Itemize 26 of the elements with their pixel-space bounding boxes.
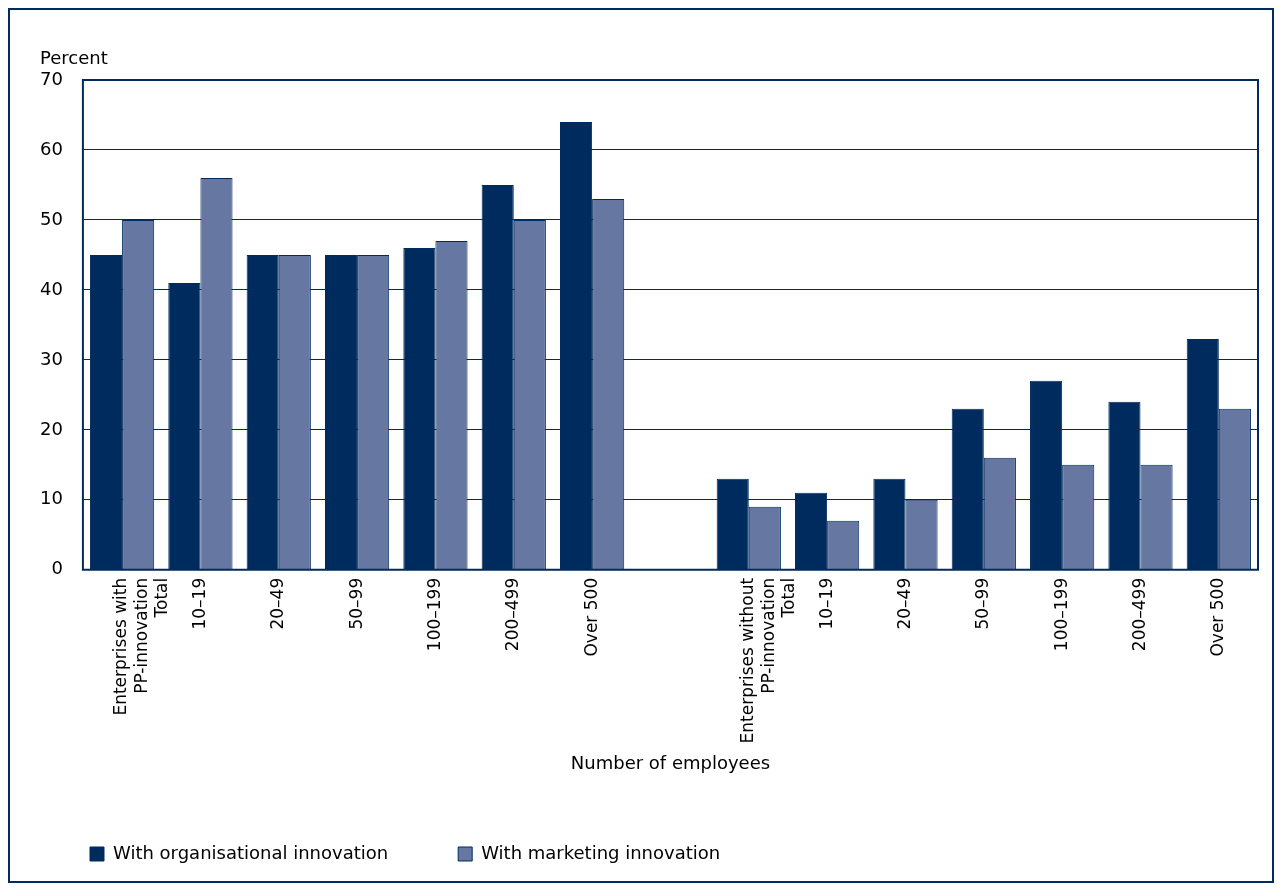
x-tick-label: 200–499: [502, 577, 523, 652]
x-tick-label: 50–99: [345, 577, 366, 630]
x-tick-label: 200–499: [1128, 577, 1149, 652]
x-tick-label: 50–99: [972, 577, 993, 630]
legend-label: With organisational innovation: [113, 841, 389, 863]
x-tick-label: 100–199: [423, 577, 444, 652]
x-tick-label: 20–49: [893, 577, 914, 630]
y-tick-label: 10: [40, 487, 63, 509]
x-axis-title: Number of employees: [570, 751, 771, 773]
y-axis-title: Percent: [40, 46, 108, 68]
y-tick-label: 20: [40, 417, 63, 439]
x-tick-label: 20–49: [267, 577, 288, 630]
x-tick-label: 100–199: [1050, 577, 1071, 652]
y-tick-label: 70: [40, 67, 63, 89]
x-tick-label: 10–19: [815, 577, 836, 630]
x-tick-label: Enterprises without PP-innovation Total: [737, 577, 799, 744]
y-tick-label: 40: [40, 277, 63, 299]
y-tick-label: 30: [40, 347, 63, 369]
y-tick-label: 50: [40, 207, 63, 229]
legend-label: With marketing innovation: [481, 841, 721, 863]
x-tick-label: Over 500: [580, 577, 601, 657]
y-tick-label: 0: [51, 557, 63, 579]
x-tick-label: 10–19: [188, 577, 209, 630]
x-tick-label: Over 500: [1207, 577, 1228, 657]
x-tick-label: Enterprises with PP-innovation Total: [110, 577, 172, 716]
y-tick-label: 60: [40, 137, 63, 159]
